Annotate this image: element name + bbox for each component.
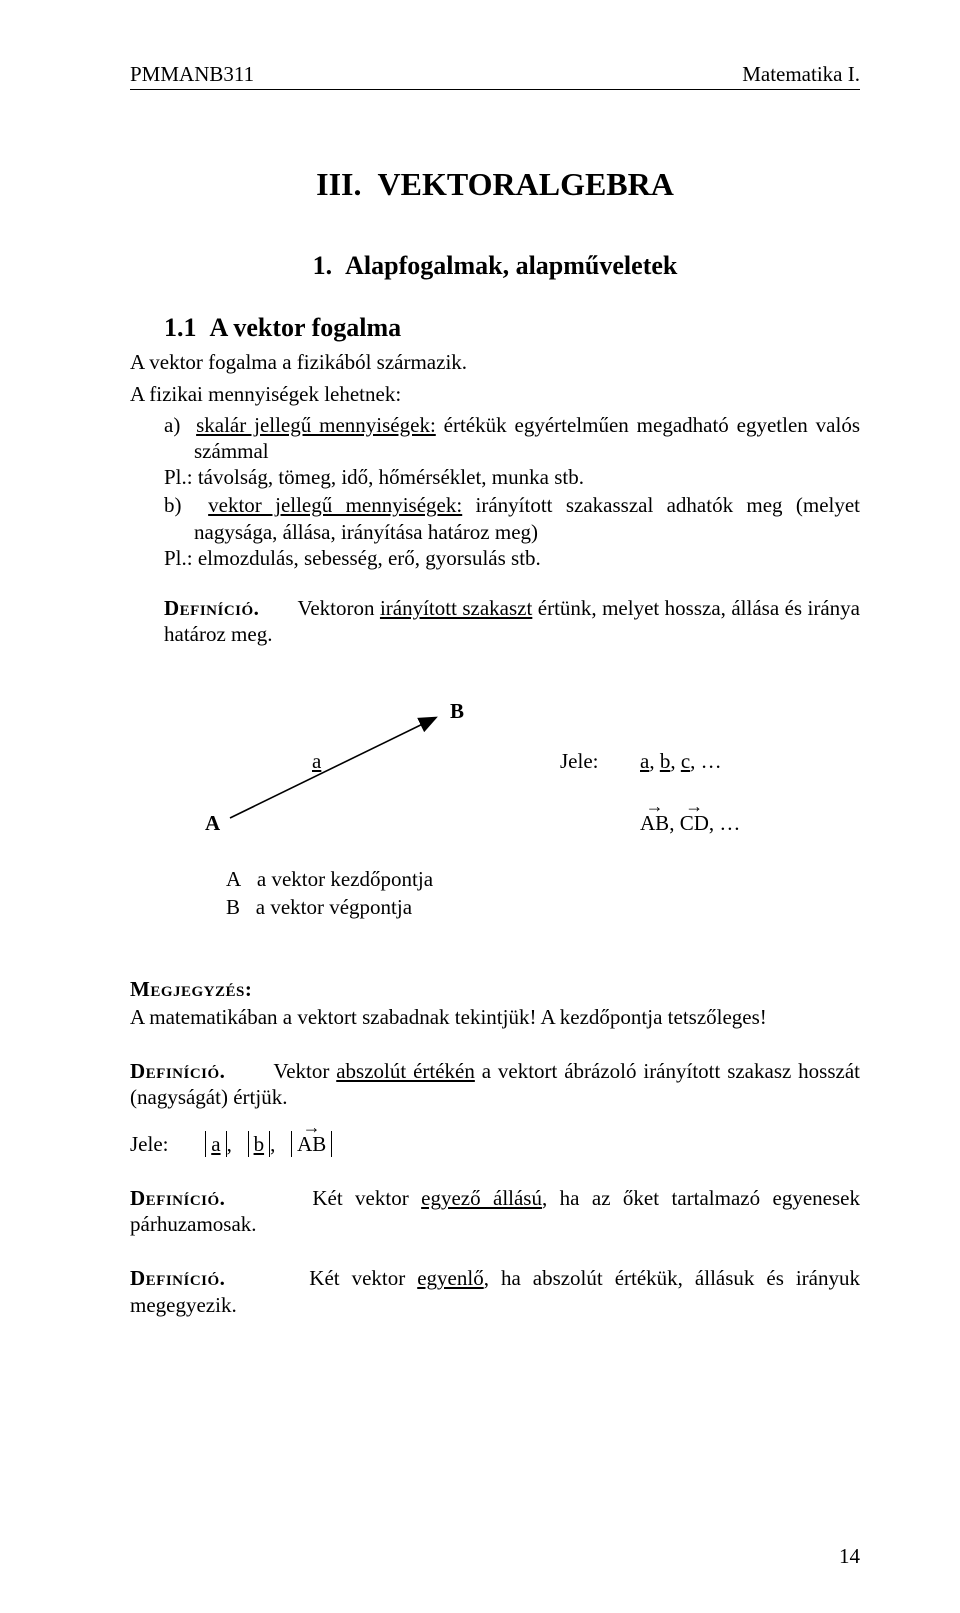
definition-4: Definíció. Két vektor egyenlő, ha abszol…	[130, 1265, 860, 1318]
def4-after: , ha abszolút értékük, állásuk és irányu…	[130, 1266, 860, 1316]
note-text: A matematikában a vektort szabadnak teki…	[130, 1004, 860, 1030]
header: PMMANB311 Matematika I.	[130, 62, 860, 90]
vector-arrow-line	[230, 718, 435, 818]
abs-value-notation: Jele: a, b, AB	[130, 1131, 860, 1157]
def2-after: a vektort ábrázoló irányított szakasz ho…	[130, 1059, 860, 1109]
fig-jele-label: Jele:	[560, 748, 598, 774]
intro-line-1: A vektor fogalma a fizikából származik.	[130, 349, 860, 375]
def2-before: Vektor	[273, 1059, 336, 1083]
abs-b: b	[248, 1131, 271, 1157]
section-title: 1. Alapfogalmak, alapműveletek	[130, 251, 860, 281]
fig-A-desc: A a vektor kezdőpontja	[226, 866, 433, 892]
fig-label-a: a	[312, 748, 321, 774]
abs-ab: AB	[291, 1131, 332, 1157]
chapter-title: III. VEKTORALGEBRA	[130, 166, 860, 203]
page-number: 14	[839, 1544, 860, 1569]
list-marker-a: a)	[164, 413, 180, 437]
definition-3-label: Definíció.	[130, 1186, 225, 1210]
fig-B-desc: B a vektor végpontja	[226, 894, 412, 920]
note-label: Megjegyzés:	[130, 977, 252, 1001]
def2-underline: abszolút értékén	[336, 1059, 475, 1083]
list-item-b: b) vektor jellegű mennyiségek: irányítot…	[164, 492, 860, 571]
intro-line-2: A fizikai mennyiségek lehetnek:	[130, 381, 860, 407]
abs-a: a	[205, 1131, 226, 1157]
def3-underline: egyező állású	[421, 1186, 542, 1210]
list-a-underline: skalár jellegű mennyiségek:	[196, 413, 436, 437]
definition-2-label: Definíció.	[130, 1059, 225, 1083]
definition-2: Definíció. Vektor abszolút értékén a vek…	[130, 1058, 860, 1111]
definition-4-label: Definíció.	[130, 1266, 225, 1290]
subsection-title: 1.1 A vektor fogalma	[164, 313, 860, 343]
list-a-example: Pl.: távolság, tömeg, idő, hőmérséklet, …	[194, 464, 860, 490]
def4-before: Két vektor	[309, 1266, 417, 1290]
fig-label-A: A	[205, 810, 220, 836]
list-marker-b: b)	[164, 493, 182, 517]
def3-before: Két vektor	[312, 1186, 421, 1210]
fig-jele-vec: AB, CD, …	[640, 810, 740, 836]
def1-before: Vektoron	[298, 596, 380, 620]
definition-1-label: Definíció.	[164, 596, 259, 620]
header-left: PMMANB311	[130, 62, 254, 87]
def4-underline: egyenlő	[417, 1266, 483, 1290]
note-block: Megjegyzés: A matematikában a vektort sz…	[130, 976, 860, 1031]
list-b-underline: vektor jellegű mennyiségek:	[208, 493, 462, 517]
list-item-a: a) skalár jellegű mennyiségek: értékük e…	[164, 412, 860, 491]
jele2-label: Jele:	[130, 1132, 168, 1156]
list: a) skalár jellegű mennyiségek: értékük e…	[130, 412, 860, 572]
fig-label-B: B	[450, 698, 464, 724]
def1-underline: irányított szakaszt	[380, 596, 532, 620]
definition-1: Definíció. Vektoron irányított szakaszt …	[130, 595, 860, 648]
vector-arrow-svg	[130, 698, 480, 858]
fig-jele-items: a, b, c, …	[640, 748, 722, 774]
vector-figure: a B A Jele: a, b, c, … AB, CD, … A a vek…	[130, 698, 860, 938]
list-b-example: Pl.: elmozdulás, sebesség, erő, gyorsulá…	[194, 545, 860, 571]
header-right: Matematika I.	[742, 62, 860, 87]
definition-3: Definíció. Két vektor egyező állású, ha …	[130, 1185, 860, 1238]
